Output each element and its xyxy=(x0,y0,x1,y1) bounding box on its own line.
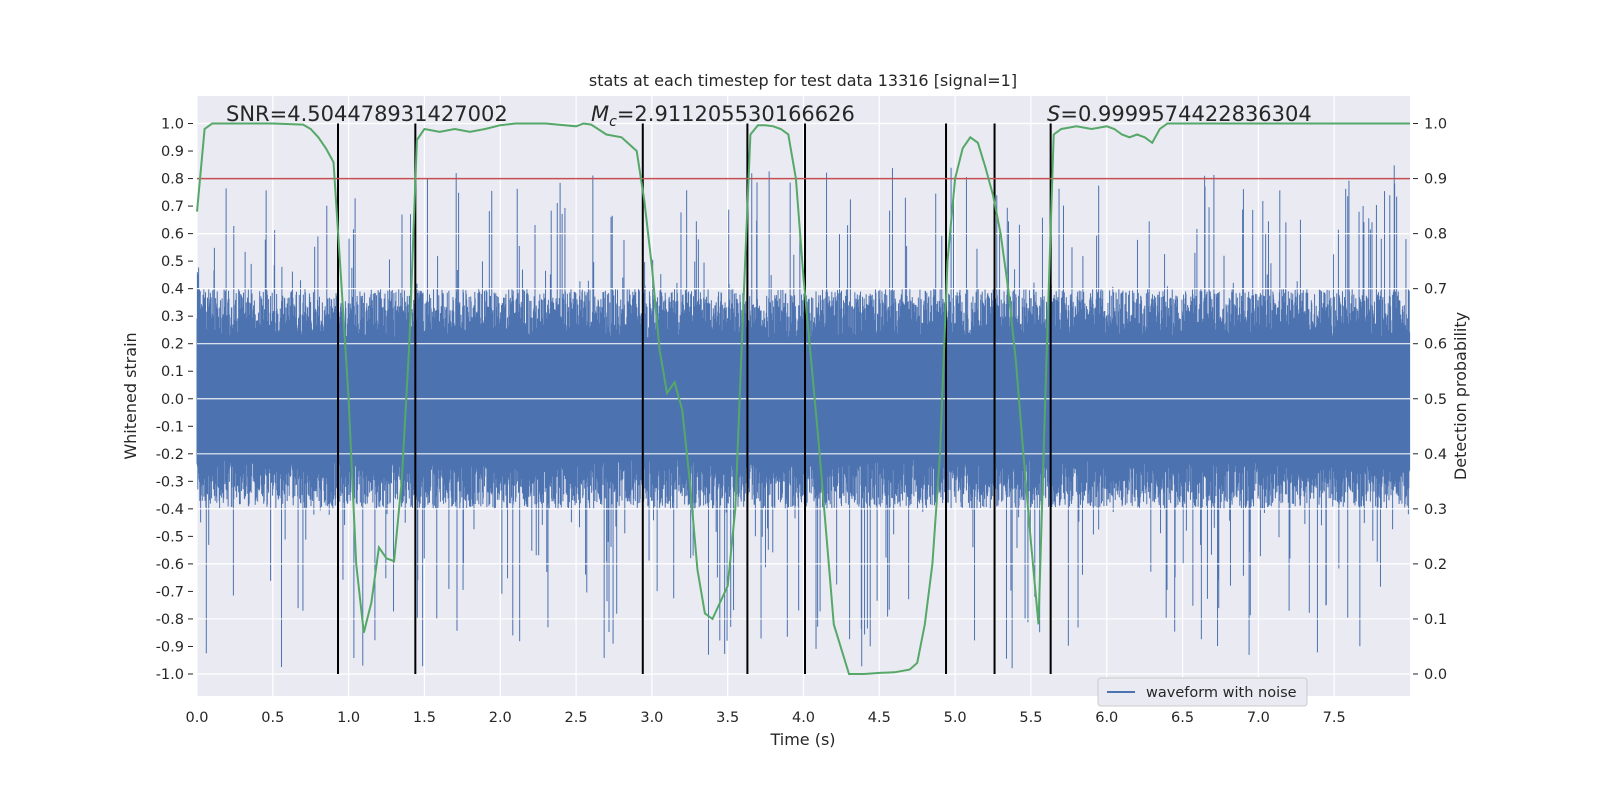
legend-box xyxy=(1097,677,1308,707)
y-tick-label: -0.9 xyxy=(156,639,184,655)
chirp-mass-subscript: c xyxy=(609,114,617,130)
tick-labels: 0.0 0.5 1.0 1.5 2.0 2.5 3.0 3.5 4.0 4.5 5.0 5.5 6.0 6… xyxy=(156,117,1447,726)
vertical-markers xyxy=(337,123,1052,674)
y-tick-label: 0.6 xyxy=(161,227,184,243)
chirp-mass-symbol: M xyxy=(591,102,609,126)
y2-tick-label: 0.4 xyxy=(1424,447,1447,463)
x-axis-label: Time (s) xyxy=(769,730,835,749)
y-tick-label: 0.3 xyxy=(161,309,184,325)
y2-tick-label: 1.0 xyxy=(1424,117,1447,133)
legend: waveform with noise xyxy=(1097,677,1308,707)
y2-tick-label: 0.8 xyxy=(1424,227,1447,243)
y-tick-label: 0.8 xyxy=(161,172,184,188)
y2-tick-label: 0.0 xyxy=(1424,667,1447,683)
x-tick-label: 1.0 xyxy=(337,710,360,726)
y2-tick-label: 0.1 xyxy=(1424,612,1447,628)
x-tick-label: 1.5 xyxy=(413,710,436,726)
y-tick-label: -0.5 xyxy=(156,529,184,545)
s-symbol: S xyxy=(1047,102,1060,126)
y2-tick-label: 0.7 xyxy=(1424,282,1447,298)
y2-tick-label: 0.2 xyxy=(1424,557,1447,573)
chart-title: stats at each timestep for test data 133… xyxy=(589,71,1017,90)
y-tick-label: -0.6 xyxy=(156,557,184,573)
y2-tick-label: 0.5 xyxy=(1424,392,1447,408)
y-tick-label: 0.0 xyxy=(161,392,184,408)
x-tick-label: 0.0 xyxy=(185,710,208,726)
probability-series-group xyxy=(196,122,1410,675)
s-value: =0.9999574422836304 xyxy=(1060,102,1311,126)
x-tick-label: 6.5 xyxy=(1171,710,1194,726)
x-tick-label: 5.5 xyxy=(1019,710,1042,726)
y-tick-label: 0.7 xyxy=(161,199,184,215)
y-tick-label: -0.2 xyxy=(156,447,184,463)
x-tick-label: 5.0 xyxy=(944,710,967,726)
y-tick-label: 0.1 xyxy=(161,364,184,380)
y-tick-label: -0.4 xyxy=(156,502,184,518)
x-tick-label: 4.5 xyxy=(868,710,891,726)
y-tick-label: 0.9 xyxy=(161,144,184,160)
y-axis-label: Whitened strain xyxy=(121,332,140,459)
x-tick-label: 4.0 xyxy=(792,710,815,726)
chirp-mass-value: =2.911205530166626 xyxy=(617,102,855,126)
y-tick-label: -0.7 xyxy=(156,584,184,600)
x-tick-label: 2.0 xyxy=(489,710,512,726)
y-tick-label: -0.8 xyxy=(156,612,184,628)
x-tick-label: 0.5 xyxy=(261,710,284,726)
x-tick-label: 2.5 xyxy=(565,710,588,726)
legend-label: waveform with noise xyxy=(1146,685,1297,701)
y-tick-label: -1.0 xyxy=(156,667,184,683)
x-tick-label: 3.0 xyxy=(640,710,663,726)
x-tick-label: 3.5 xyxy=(716,710,739,726)
x-tick-label: 7.5 xyxy=(1323,710,1346,726)
detection-probability-line xyxy=(196,122,1410,675)
y-tick-label: -0.1 xyxy=(156,419,184,435)
y2-tick-label: 0.6 xyxy=(1424,337,1447,353)
chirp-mass-annotation: Mc=2.911205530166626 xyxy=(591,102,855,130)
y-tick-label: 1.0 xyxy=(161,117,184,133)
snr-annotation: SNR=4.504478931427002 xyxy=(226,102,508,126)
x-tick-label: 7.0 xyxy=(1247,710,1270,726)
y-tick-label: 0.4 xyxy=(161,282,184,298)
y2-tick-label: 0.9 xyxy=(1424,172,1447,188)
y2-axis-label: Detection probability xyxy=(1451,312,1470,480)
s-annotation: S=0.9999574422836304 xyxy=(1047,102,1312,126)
y-tick-label: 0.2 xyxy=(161,337,184,353)
x-tick-label: 6.0 xyxy=(1095,710,1118,726)
y-tick-label: -0.3 xyxy=(156,474,184,490)
y-tick-label: 0.5 xyxy=(161,254,184,270)
y2-tick-label: 0.3 xyxy=(1424,502,1447,518)
